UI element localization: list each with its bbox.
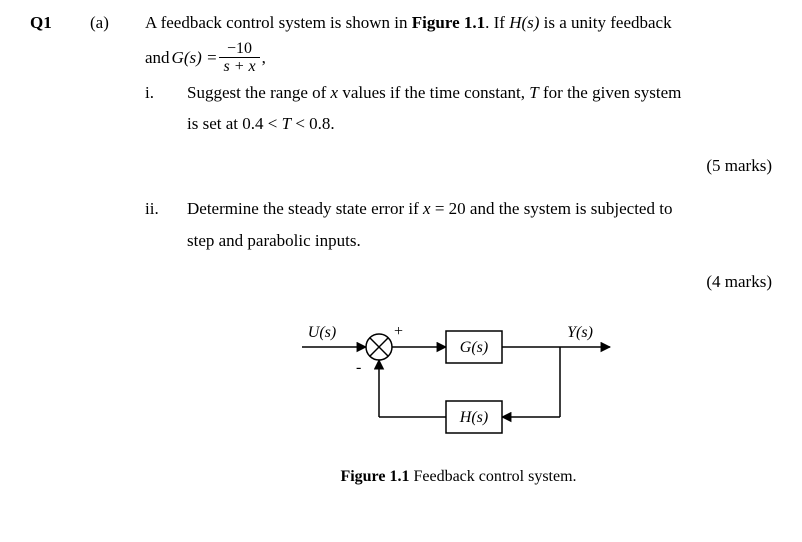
fraction: −10 s + x bbox=[219, 40, 259, 76]
sub-ii-label: ii. bbox=[145, 196, 187, 222]
sub-ii-pre: Determine the steady state error if bbox=[187, 199, 423, 218]
sub-i-l2-post: < 0.8. bbox=[291, 114, 335, 133]
frac-num: −10 bbox=[219, 40, 259, 59]
sub-i-l2-T: T bbox=[282, 114, 291, 133]
intro-line-1: A feedback control system is shown in Fi… bbox=[145, 10, 772, 36]
sub-i-label: i. bbox=[145, 80, 187, 106]
intro-line-2: and G(s) = −10 s + x , bbox=[145, 40, 772, 76]
sub-ii-mid: = 20 and the system is subjected to bbox=[431, 199, 673, 218]
sub-i-l2-pre: is set at 0.4 < bbox=[187, 114, 282, 133]
part-label: (a) bbox=[90, 10, 145, 36]
question-number: Q1 bbox=[30, 10, 90, 36]
intro-pre: A feedback control system is shown in bbox=[145, 13, 412, 32]
svg-text:-: - bbox=[356, 359, 361, 376]
sub-i-mid: values if the time constant, bbox=[338, 83, 529, 102]
hs-expr: H(s) bbox=[509, 13, 539, 32]
sub-ii: ii. Determine the steady state error if … bbox=[145, 196, 772, 257]
intro-post: . If bbox=[485, 13, 509, 32]
sub-i-pre: Suggest the range of bbox=[187, 83, 331, 102]
caption-rest: Feedback control system. bbox=[409, 468, 576, 485]
control-diagram: U(s) + - G(s) Y(s) H(s) bbox=[294, 313, 624, 453]
svg-text:Y(s): Y(s) bbox=[567, 324, 593, 341]
svg-text:G(s): G(s) bbox=[459, 339, 487, 356]
question-header: Q1 (a) A feedback control system is show… bbox=[30, 10, 772, 489]
svg-text:U(s): U(s) bbox=[307, 324, 335, 341]
sub-ii-line2: step and parabolic inputs. bbox=[187, 228, 772, 254]
sub-i-content: Suggest the range of x values if the tim… bbox=[187, 80, 772, 141]
sub-ii-marks: (4 marks) bbox=[145, 269, 772, 295]
caption-bold: Figure 1.1 bbox=[340, 468, 409, 485]
frac-den: s + x bbox=[219, 58, 259, 76]
sub-i: i. Suggest the range of x values if the … bbox=[145, 80, 772, 141]
sub-i-marks: (5 marks) bbox=[145, 153, 772, 179]
fig-ref: Figure 1.1 bbox=[412, 13, 485, 32]
sub-i-post: for the given system bbox=[539, 83, 682, 102]
figure-block: U(s) + - G(s) Y(s) H(s) Figure 1.1 Feedback c… bbox=[145, 313, 772, 489]
line2-post: , bbox=[262, 45, 266, 71]
intro-post2: is a unity feedback bbox=[539, 13, 671, 32]
line2-pre: and bbox=[145, 45, 170, 71]
svg-text:+: + bbox=[394, 323, 403, 340]
svg-text:H(s): H(s) bbox=[458, 409, 487, 426]
gs-expr: G(s) = bbox=[172, 45, 218, 71]
sub-i-x: x bbox=[331, 83, 339, 102]
sub-ii-x: x bbox=[423, 199, 431, 218]
question-body: A feedback control system is shown in Fi… bbox=[145, 10, 772, 489]
sub-ii-content: Determine the steady state error if x = … bbox=[187, 196, 772, 257]
figure-caption: Figure 1.1 Feedback control system. bbox=[340, 465, 576, 489]
sub-i-T: T bbox=[529, 83, 538, 102]
